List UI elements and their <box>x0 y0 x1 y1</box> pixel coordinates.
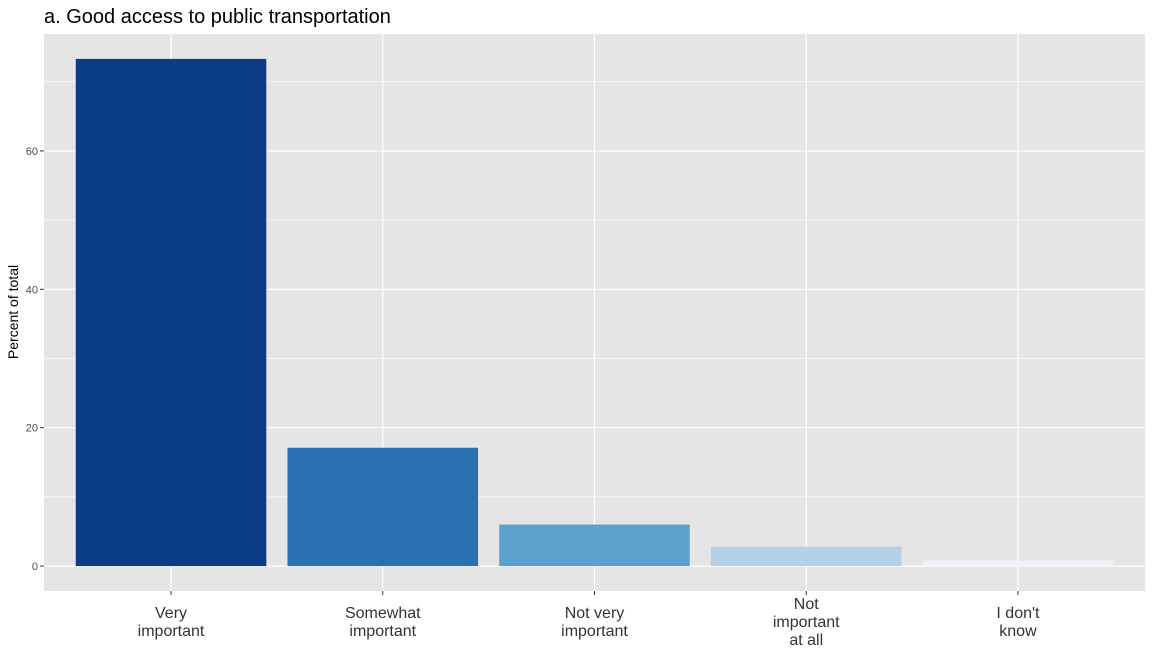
x-tick-label: Very important <box>138 605 205 640</box>
x-tick-label-line: important <box>773 614 840 631</box>
bar <box>75 58 267 567</box>
x-tick-label-line: at all <box>789 632 823 649</box>
x-tick-label: Not important at all <box>773 596 840 649</box>
y-axis-label: Percent of total <box>5 265 21 359</box>
y-tick-label: 20 <box>26 423 38 435</box>
y-axis-ticks: 0 20 40 60 <box>26 146 44 573</box>
x-tick-label-line: Somewhat <box>345 605 421 622</box>
y-tick-label: 0 <box>32 561 38 573</box>
bar <box>922 560 1114 567</box>
bars <box>75 58 1114 567</box>
x-tick-label-line: important <box>561 623 628 640</box>
bar <box>710 546 902 567</box>
x-tick-label-line: know <box>999 623 1037 640</box>
x-tick-label-line: Very <box>155 605 187 622</box>
x-tick-label: Somewhat important <box>345 605 421 640</box>
bar <box>287 447 479 567</box>
bar <box>499 524 690 567</box>
y-tick-label: 40 <box>26 284 38 296</box>
x-tick-label-line: Not <box>794 596 819 613</box>
x-tick-label: Not very important <box>561 605 628 640</box>
x-tick-label-line: I don't <box>996 605 1040 622</box>
x-tick-label-line: important <box>349 623 416 640</box>
x-tick-label-line: Not very <box>565 605 625 622</box>
x-tick-label-line: important <box>138 623 205 640</box>
y-tick-label: 60 <box>26 146 38 158</box>
x-tick-label: I don't know <box>996 605 1040 640</box>
chart-title: a. Good access to public transportation <box>44 6 391 28</box>
